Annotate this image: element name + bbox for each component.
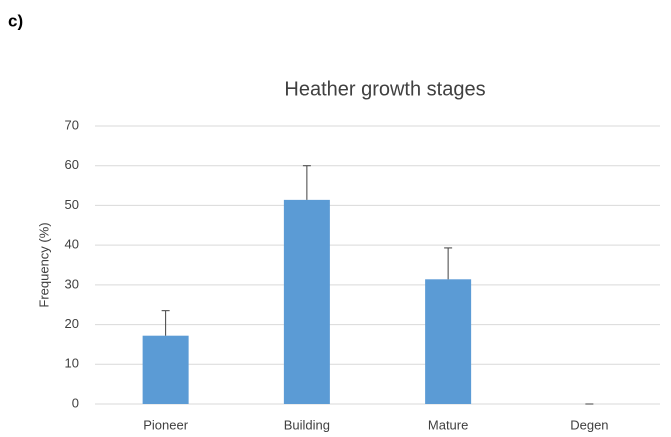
y-tick-label: 50 bbox=[65, 197, 79, 212]
y-axis-label: Frequency (%) bbox=[36, 222, 51, 307]
y-tick-label: 70 bbox=[65, 117, 79, 132]
y-tick-label: 0 bbox=[72, 395, 79, 410]
x-tick-label: Mature bbox=[428, 417, 468, 432]
x-tick-label: Building bbox=[284, 417, 330, 432]
y-tick-label: 40 bbox=[65, 237, 79, 252]
chart-title: Heather growth stages bbox=[284, 78, 485, 100]
y-tick-label: 10 bbox=[65, 356, 79, 371]
x-tick-label: Degen bbox=[570, 417, 608, 432]
y-tick-label: 20 bbox=[65, 316, 79, 331]
bar bbox=[283, 199, 330, 404]
panel-label: c) bbox=[8, 11, 23, 30]
bar bbox=[425, 279, 472, 404]
y-tick-label: 30 bbox=[65, 276, 79, 291]
y-tick-label: 60 bbox=[65, 157, 79, 172]
x-tick-label: Pioneer bbox=[143, 417, 188, 432]
bar bbox=[142, 335, 189, 404]
